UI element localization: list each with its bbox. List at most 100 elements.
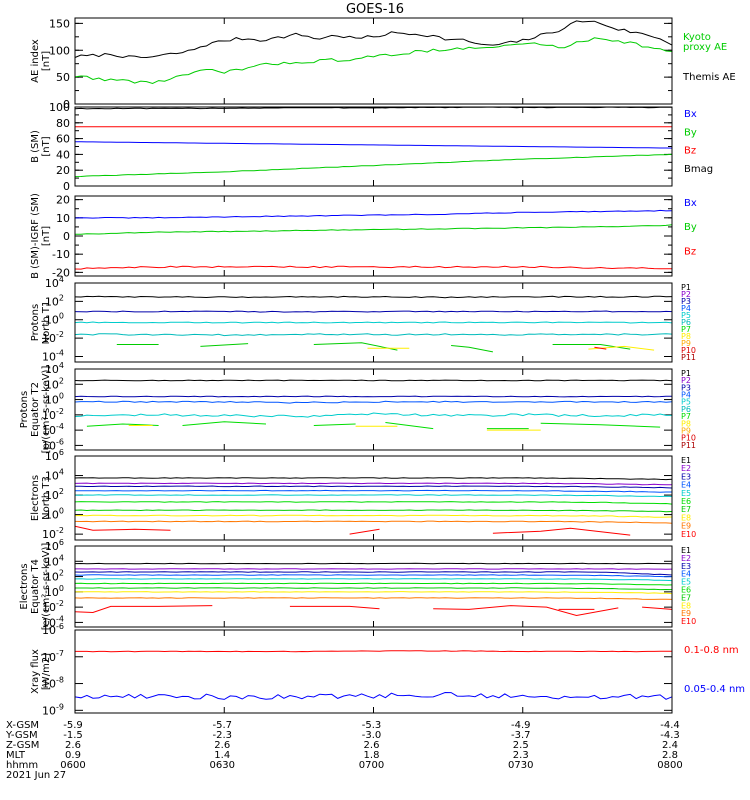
bottom-cell: 2.6 bbox=[65, 740, 81, 751]
bottom-cell: 0630 bbox=[210, 760, 235, 771]
series-e6 bbox=[74, 582, 673, 586]
legend-item: E4 bbox=[681, 481, 691, 490]
legend-item: P4 bbox=[681, 304, 691, 313]
legend-item: P9 bbox=[681, 339, 691, 348]
legend-item: E10 bbox=[681, 530, 696, 539]
legend-item: 0.05-0.4 nm bbox=[684, 684, 745, 695]
panel-bsm: 0 20 40 60 80 100 B (SM) [nT] Bx By Bz Bmag bbox=[30, 101, 713, 193]
y-tick-label: 60 bbox=[56, 133, 70, 146]
series-themis-ae bbox=[74, 20, 673, 59]
series-p1 bbox=[74, 379, 673, 382]
series-e1 bbox=[74, 562, 673, 565]
series-e3 bbox=[74, 571, 673, 576]
legend-item: 0.1-0.8 nm bbox=[684, 645, 739, 656]
y-tick-label: 10 bbox=[56, 212, 70, 225]
legend-item: By bbox=[684, 127, 697, 138]
series-segment bbox=[594, 346, 607, 350]
y-tick-label: 10-8 bbox=[42, 676, 64, 691]
series-e5 bbox=[74, 578, 673, 582]
y-tick-label: 80 bbox=[56, 117, 70, 130]
y-axis-label: Electrons bbox=[30, 475, 41, 521]
series-e8 bbox=[74, 591, 673, 595]
panel-frame bbox=[74, 106, 673, 187]
legend-item: Bz bbox=[684, 146, 696, 157]
chart-title: GOES-16 bbox=[346, 2, 404, 17]
y-tick-label: 0 bbox=[63, 180, 70, 193]
legend-item: proxy AE bbox=[683, 42, 727, 53]
legend-item: P10 bbox=[681, 346, 696, 355]
legend-item: P8 bbox=[681, 332, 691, 341]
y-tick-label: 104 bbox=[45, 553, 64, 568]
panel-frame bbox=[74, 195, 673, 277]
panel-bigrf: -20 -10 0 10 20 B (SM)-IGRF (SM) [nT] Bx By Bz bbox=[30, 193, 697, 279]
y-tick-label: 102 bbox=[45, 376, 64, 391]
y-tick-label: 10-6 bbox=[42, 622, 64, 637]
series-segment bbox=[74, 605, 213, 614]
legend-item: E6 bbox=[681, 586, 691, 595]
series-segment bbox=[289, 605, 380, 610]
y-axis-label: Protons bbox=[30, 304, 41, 341]
series-p1 bbox=[74, 295, 673, 299]
series-segment bbox=[200, 343, 249, 347]
legend-item: P7 bbox=[681, 412, 691, 421]
y-tick-label: 106 bbox=[45, 448, 64, 463]
y-tick-label: 10-2 bbox=[42, 407, 64, 422]
series-p3 bbox=[74, 310, 673, 313]
series-p3 bbox=[74, 395, 672, 398]
legend-item: P5 bbox=[681, 311, 691, 320]
series-e3 bbox=[75, 485, 673, 489]
legend-item: By bbox=[684, 222, 697, 233]
series-e2 bbox=[75, 568, 673, 570]
y-axis-label: [p/(cm²-s-sr-keV)] bbox=[41, 366, 52, 454]
bottom-cell: 2.6 bbox=[214, 740, 230, 751]
series-e8 bbox=[74, 514, 673, 518]
bottom-row-label: 2021 Jun 27 bbox=[6, 770, 66, 781]
y-tick-label: 0 bbox=[63, 230, 70, 243]
panel-xray: 10-9 10-8 10-7 10-6 Xray flux [W/m2] 0.1-0.8 n… bbox=[30, 622, 745, 717]
panel-frame bbox=[74, 17, 673, 105]
y-axis-label: [e/(cm²-s-sr-keV)] bbox=[41, 543, 52, 631]
y-axis-label: B (SM) bbox=[30, 130, 41, 163]
panel-frame bbox=[74, 455, 673, 541]
y-tick-label: 100 bbox=[49, 44, 70, 57]
series-segment bbox=[385, 422, 434, 430]
y-tick-label: 100 bbox=[45, 392, 64, 407]
y-tick-label: 100 bbox=[45, 584, 64, 599]
bottom-row-label: Y-GSM bbox=[5, 730, 38, 741]
legend-item: P2 bbox=[681, 290, 691, 299]
y-axis-label: North T1 bbox=[41, 301, 52, 345]
y-tick-label: 10-4 bbox=[42, 614, 64, 629]
y-tick-label: -10 bbox=[52, 248, 70, 261]
y-tick-label: 100 bbox=[49, 101, 70, 114]
bottom-cell: -5.7 bbox=[212, 720, 232, 731]
legend-item: P1 bbox=[681, 369, 691, 378]
y-tick-label: 10-4 bbox=[42, 348, 64, 363]
series-e7 bbox=[75, 587, 673, 591]
series-e1 bbox=[74, 477, 673, 481]
bottom-cell: -1.5 bbox=[63, 730, 83, 741]
legend-item: E7 bbox=[681, 593, 691, 602]
legend-item: E9 bbox=[681, 522, 691, 531]
panel-frame bbox=[74, 629, 673, 714]
bottom-cell: 0730 bbox=[508, 760, 533, 771]
bottom-cell: 0.9 bbox=[65, 750, 81, 761]
legend-item: E8 bbox=[681, 513, 691, 522]
y-tick-label: 10-9 bbox=[42, 702, 64, 717]
legend-item: E5 bbox=[681, 489, 691, 498]
y-tick-label: 102 bbox=[45, 293, 64, 308]
legend-item: P11 bbox=[681, 441, 696, 450]
y-tick-label: 102 bbox=[45, 487, 64, 502]
bottom-cell: 0800 bbox=[657, 760, 682, 771]
series-segment bbox=[451, 345, 493, 353]
legend-item: E10 bbox=[681, 617, 696, 626]
y-tick-label: 40 bbox=[56, 148, 70, 161]
series-segment bbox=[74, 525, 171, 531]
y-axis-label: B (SM)-IGRF (SM) bbox=[30, 193, 41, 279]
series-e5 bbox=[74, 494, 673, 498]
